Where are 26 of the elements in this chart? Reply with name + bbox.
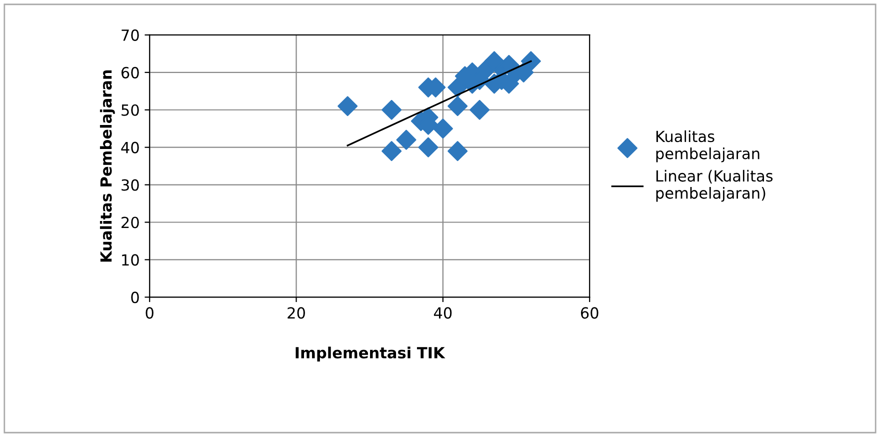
y-tick-label: 10 <box>122 254 139 266</box>
point <box>382 100 402 120</box>
point <box>432 118 453 139</box>
y-tick-label: 50 <box>122 104 139 116</box>
y-axis-title: Kualitas Pembelajaran <box>100 70 115 262</box>
point <box>338 96 358 116</box>
x-tick-label: 60 <box>580 307 598 319</box>
point <box>418 137 438 158</box>
x-axis-title: Implementasi TIK <box>296 346 446 362</box>
y-tick-label: 40 <box>121 142 139 154</box>
legend-label: Kualitas pembelajaran <box>656 130 760 162</box>
y-tick-label: 70 <box>122 29 139 41</box>
y-tick-label: 0 <box>131 292 139 304</box>
point <box>470 100 490 120</box>
point <box>396 130 416 150</box>
x-tick-label: 40 <box>434 307 452 319</box>
x-tick-label: 20 <box>288 307 305 319</box>
point <box>520 51 541 72</box>
y-tick-label: 20 <box>122 216 139 228</box>
point <box>448 96 468 116</box>
x-tick-label: 0 <box>146 307 154 319</box>
point <box>448 141 468 162</box>
point <box>382 141 402 162</box>
y-tick-label: 60 <box>122 66 139 78</box>
legend-label: Linear (Kualitas pembelajaran) <box>656 170 773 202</box>
y-tick-label: 30 <box>122 179 139 191</box>
